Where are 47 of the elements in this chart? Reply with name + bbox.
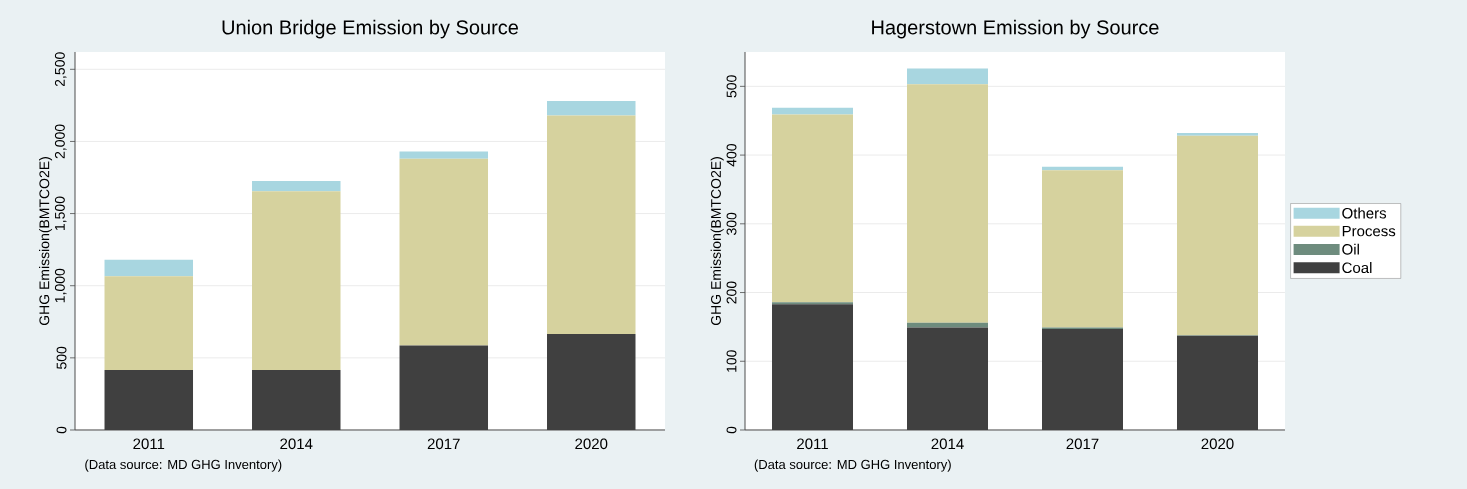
bar xyxy=(772,107,854,115)
bar xyxy=(907,68,988,85)
y-tick-label: 300 xyxy=(726,212,737,235)
bar xyxy=(252,191,341,371)
x-tick-label: 2020 xyxy=(1201,438,1234,450)
bar xyxy=(399,151,489,159)
y-tick-label: 400 xyxy=(726,143,737,167)
x-tick-label: 2011 xyxy=(133,438,165,450)
y-tick-label: 2,500 xyxy=(54,52,67,87)
bar xyxy=(399,158,489,346)
chart-title: Union Bridge Emission by Source xyxy=(222,19,519,39)
legend-label: Process xyxy=(1342,225,1396,237)
y-tick-label: 200 xyxy=(726,281,737,304)
y-axis-title: GHG Emission(BMTCO2E) xyxy=(39,157,53,326)
y-tick-label: 1,000 xyxy=(54,268,67,303)
bar xyxy=(907,322,988,328)
y-tick-label: 500 xyxy=(726,75,737,98)
y-axis-title: GHG Emission(BMTCO2E) xyxy=(710,157,724,326)
x-tick-label: 2020 xyxy=(575,438,608,450)
y-tick-label: 0 xyxy=(56,426,67,434)
bar xyxy=(772,302,854,305)
x-tick-label: 2017 xyxy=(1066,438,1099,450)
legend-label: Oil xyxy=(1342,243,1359,255)
bar xyxy=(252,181,341,192)
bar xyxy=(1177,135,1258,336)
y-tick-label: 0 xyxy=(726,426,737,434)
text: (Data source: MD GHG Inventory) xyxy=(754,459,951,472)
bar xyxy=(907,84,988,323)
bar xyxy=(547,115,636,335)
text: (Data source: MD GHG Inventory) xyxy=(85,459,282,472)
y-tick-label: 100 xyxy=(726,350,737,372)
bar xyxy=(1177,133,1258,136)
y-tick-label: 1,500 xyxy=(54,196,67,231)
x-tick-label: 2011 xyxy=(797,438,828,450)
bar xyxy=(1042,170,1123,328)
bar xyxy=(104,259,194,277)
y-tick-label: 500 xyxy=(56,346,67,369)
legend-label: Others xyxy=(1342,207,1387,219)
x-tick-label: 2014 xyxy=(931,438,964,450)
x-tick-label: 2017 xyxy=(427,438,460,450)
x-tick-label: 2014 xyxy=(280,438,313,450)
bar xyxy=(772,114,854,303)
bar xyxy=(104,276,194,371)
chart-title: Hagerstown Emission by Source xyxy=(872,19,1159,39)
y-tick-label: 2,000 xyxy=(54,124,67,159)
bar xyxy=(547,101,636,116)
legend-label: Coal xyxy=(1342,262,1372,274)
